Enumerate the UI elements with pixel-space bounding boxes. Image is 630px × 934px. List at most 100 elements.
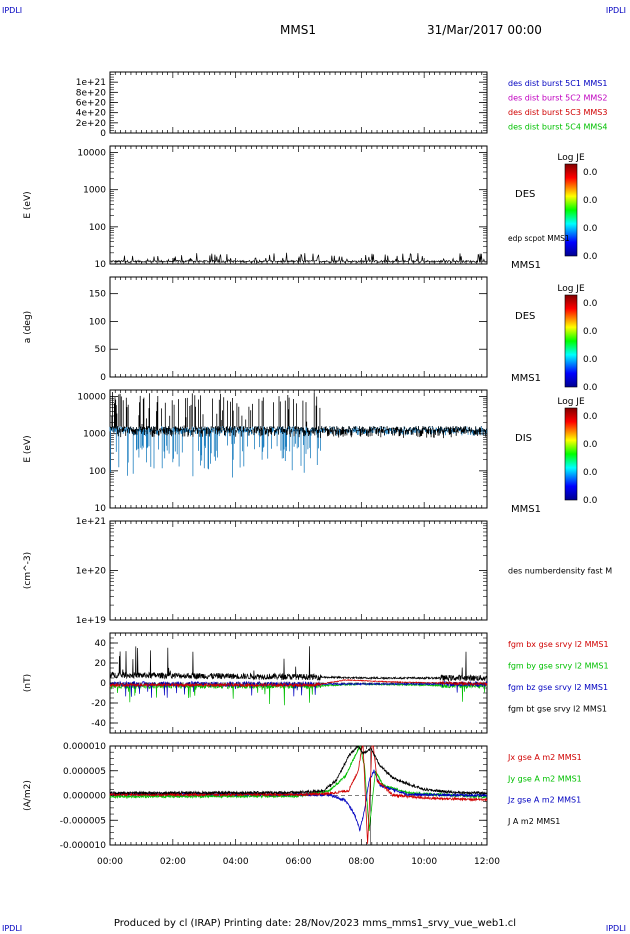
y-tick-label: 0.000000 <box>63 792 106 802</box>
time-tick-label: 10:00 <box>411 857 437 867</box>
spacecraft-label: MMS1 <box>511 504 541 515</box>
y-tick-label: 10 <box>95 260 107 270</box>
y-tick-label: 100 <box>89 223 106 233</box>
series-fgm-bx-gse-srvy-l2-MMS1 <box>109 679 488 688</box>
series-J-A-m2-MMS1 <box>109 745 488 796</box>
y-tick-label: 1e+19 <box>76 616 107 626</box>
scpot-trace <box>110 252 488 264</box>
y-tick-label: 100 <box>89 467 106 477</box>
y-axis-label: (A/m2) <box>23 780 33 811</box>
time-tick-label: 08:00 <box>348 857 374 867</box>
panel-1 <box>109 71 488 134</box>
y-axis-label: E (eV) <box>23 435 33 462</box>
series-Jz-gse-A-m2-MMS1 <box>109 769 488 832</box>
colorbar-label: 0.0 <box>583 168 598 178</box>
y-tick-label: 1e+21 <box>76 517 106 527</box>
panel-frame <box>109 71 488 134</box>
panel-frame <box>109 145 488 265</box>
y-tick-label: 10000 <box>77 149 106 159</box>
legend-entry: fgm bx gse srvy l2 MMS1 <box>508 640 609 649</box>
y-tick-label: 0 <box>100 679 106 689</box>
panel-7 <box>109 745 488 846</box>
panel-2 <box>109 145 578 265</box>
y-tick-label: 10 <box>95 504 107 514</box>
colorbar-label: 0.0 <box>583 383 598 393</box>
colorbar-label: 0.0 <box>583 327 598 337</box>
legend-entry: fgm bz gse srvy l2 MMS1 <box>508 683 608 692</box>
panel-4 <box>109 389 578 509</box>
footer-text: Produced by cl (IRAP) Printing date: 28/… <box>113 918 517 929</box>
y-tick-label: -20 <box>91 699 106 709</box>
series-fgm-by-gse-srvy-l2-MMS1 <box>109 682 488 706</box>
time-tick-label: 04:00 <box>223 857 249 867</box>
legend-entry: Jx gse A m2 MMS1 <box>507 753 582 762</box>
colorbar-title: Log JE <box>557 284 585 294</box>
dis-high-trace <box>109 392 488 439</box>
colorbar-label: 0.0 <box>583 196 598 206</box>
y-tick-label: 150 <box>89 290 106 300</box>
y-tick-label: -0.000010 <box>60 841 106 851</box>
y-tick-label: 50 <box>95 345 107 355</box>
species-label: DES <box>515 189 535 200</box>
y-tick-label: 1000 <box>83 186 106 196</box>
legend-entry: fgm by gse srvy l2 MMS1 <box>508 662 609 671</box>
colorbar-label: 0.0 <box>583 440 598 450</box>
y-axis-label: E (eV) <box>23 191 33 218</box>
y-tick-label: 100 <box>89 317 106 327</box>
colorbar-label: 0.0 <box>583 496 598 506</box>
colorbar-title: Log JE <box>557 153 585 163</box>
series-Jx-gse-A-m2-MMS1 <box>109 745 488 844</box>
y-tick-label: 20 <box>95 659 107 669</box>
time-tick-label: 12:00 <box>474 857 500 867</box>
colorbar-label: 0.0 <box>583 299 598 309</box>
colorbar-label: 0.0 <box>583 468 598 478</box>
y-tick-label: -40 <box>91 719 106 729</box>
spacecraft-label: MMS1 <box>511 373 541 384</box>
time-tick-label: 00:00 <box>97 857 123 867</box>
legend-entry: Jy gse A m2 MMS1 <box>507 774 582 783</box>
y-tick-label: 0.000005 <box>63 767 106 777</box>
y-tick-label: 1e+20 <box>76 567 107 577</box>
corner-label-top-right: IPDLI <box>605 6 626 15</box>
corner-label-bottom-right: IPDLI <box>605 924 626 933</box>
colorbar-label: 0.0 <box>583 224 598 234</box>
datetime-title: 31/Mar/2017 00:00 <box>427 23 542 37</box>
legend-entry: des dist burst 5C3 MMS3 <box>508 108 607 117</box>
species-label: DES <box>515 311 535 322</box>
panel-3 <box>109 276 578 388</box>
panel-frame <box>109 389 488 509</box>
legend-entry: Jz gse A m2 MMS1 <box>507 796 581 805</box>
y-tick-label: 1e+21 <box>76 78 106 88</box>
series-Jy-gse-A-m2-MMS1 <box>109 745 488 832</box>
y-tick-label: 0 <box>100 129 106 139</box>
y-tick-label: 2e+20 <box>76 119 107 129</box>
y-axis-label: (cm^-3) <box>23 552 33 589</box>
y-tick-label: 0.000010 <box>63 742 106 752</box>
y-tick-label: 8e+20 <box>76 88 107 98</box>
colorbar <box>564 163 578 257</box>
panel-5 <box>109 520 488 621</box>
corner-label-top-left: IPDLI <box>2 6 23 15</box>
time-tick-label: 06:00 <box>286 857 312 867</box>
corner-label-bottom-left: IPDLI <box>2 924 23 933</box>
y-tick-label: 4e+20 <box>76 109 107 119</box>
y-tick-label: 0 <box>100 373 106 383</box>
legend-entry: des dist burst 5C2 MMS2 <box>508 94 607 103</box>
legend-entry: des numberdensity fast M <box>508 567 612 576</box>
y-axis-label: a (deg) <box>23 311 33 343</box>
y-tick-label: 10000 <box>77 393 106 403</box>
colorbar <box>564 294 578 388</box>
legend-entry: des dist burst 5C4 MMS4 <box>508 123 607 132</box>
y-tick-label: -0.000005 <box>60 816 106 826</box>
overlay-label: edp scpot MMS1 <box>508 234 570 243</box>
colorbar <box>564 407 578 501</box>
spacecraft-title: MMS1 <box>280 23 316 37</box>
colorbar-label: 0.0 <box>583 252 598 262</box>
panel-frame <box>109 520 488 621</box>
legend-entry: des dist burst 5C1 MMS1 <box>508 79 607 88</box>
species-label: DIS <box>515 433 532 444</box>
colorbar-title: Log JE <box>557 397 585 407</box>
y-tick-label: 6e+20 <box>76 99 107 109</box>
series-fgm-bt-gse-srvy-l2-MMS1 <box>109 646 488 683</box>
